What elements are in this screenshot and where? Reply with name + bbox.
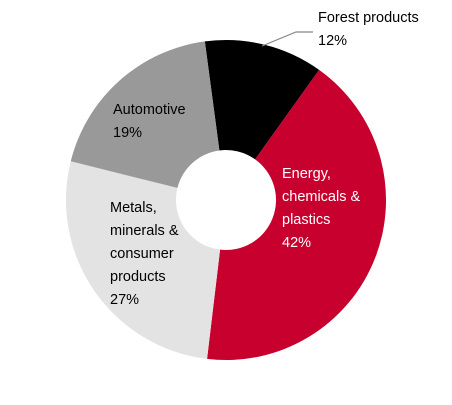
pie-slice	[70, 41, 220, 188]
category-line: minerals &	[110, 223, 179, 239]
value-label: 42%	[282, 235, 311, 251]
slice-label: Metals, minerals & consumer products 27%	[110, 200, 179, 308]
category-line: plastics	[282, 212, 330, 228]
value-label: 12%	[318, 33, 347, 49]
slice-label: Energy, chemicals & plastics 42%	[282, 166, 360, 251]
category-name: Forest products	[318, 10, 419, 26]
category-name: Energy, chemicals & plastics	[282, 166, 360, 228]
category-line: Metals,	[110, 200, 157, 216]
category-line: consumer	[110, 246, 174, 262]
category-line: Automotive	[113, 102, 186, 118]
slice-label: Automotive 19%	[113, 102, 186, 141]
leader-line	[261, 31, 313, 47]
pie-slice	[65, 161, 221, 359]
value-label: 27%	[110, 292, 139, 308]
pie-slice	[204, 40, 320, 160]
category-name: Automotive	[113, 102, 186, 118]
value-label: 19%	[113, 125, 142, 141]
category-name: Metals, minerals & consumer products	[110, 200, 179, 285]
pie-slice	[207, 69, 386, 361]
category-line: products	[110, 269, 166, 285]
category-line: Forest products	[318, 10, 419, 26]
category-line: Energy,	[282, 166, 331, 182]
slice-label: Forest products 12%	[318, 10, 419, 49]
category-line: chemicals &	[282, 189, 360, 205]
